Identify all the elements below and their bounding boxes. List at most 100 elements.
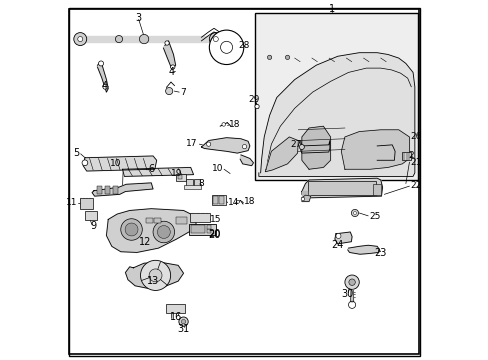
Text: 15: 15	[210, 215, 221, 224]
Circle shape	[285, 55, 289, 59]
Circle shape	[115, 36, 122, 42]
Circle shape	[209, 30, 244, 64]
Polygon shape	[83, 156, 156, 171]
Circle shape	[222, 123, 225, 126]
Text: 10: 10	[212, 164, 223, 173]
Bar	[206, 225, 211, 229]
Circle shape	[82, 160, 88, 166]
Bar	[308, 181, 376, 195]
Circle shape	[301, 197, 304, 201]
Text: 9: 9	[90, 221, 96, 231]
Bar	[85, 211, 97, 220]
Text: 21: 21	[409, 158, 421, 167]
Polygon shape	[78, 36, 217, 42]
Circle shape	[164, 41, 169, 45]
Circle shape	[267, 55, 271, 59]
Bar	[188, 224, 215, 234]
Polygon shape	[265, 137, 298, 172]
Bar	[190, 225, 204, 233]
Polygon shape	[300, 140, 329, 153]
Bar	[183, 185, 201, 189]
Circle shape	[181, 319, 185, 324]
Circle shape	[353, 212, 356, 215]
Circle shape	[220, 41, 232, 53]
Bar	[186, 179, 192, 186]
Text: 4: 4	[101, 81, 107, 91]
Text: 5: 5	[73, 148, 80, 158]
Circle shape	[165, 87, 172, 95]
Circle shape	[102, 84, 108, 89]
Text: 29: 29	[248, 95, 260, 104]
Bar	[145, 218, 153, 223]
Text: 28: 28	[238, 41, 250, 50]
Text: 7: 7	[180, 87, 185, 96]
Text: 25: 25	[368, 212, 380, 221]
Circle shape	[242, 144, 246, 149]
Circle shape	[99, 61, 103, 66]
Text: 12: 12	[138, 237, 151, 247]
Circle shape	[236, 201, 239, 203]
Circle shape	[213, 37, 218, 41]
Bar	[104, 186, 109, 194]
Text: 20: 20	[207, 230, 220, 239]
Text: 31: 31	[177, 324, 189, 334]
Bar	[176, 174, 185, 181]
Text: 18: 18	[228, 120, 240, 129]
Text: 24: 24	[331, 239, 343, 249]
Bar	[112, 186, 117, 194]
Bar	[255, 13, 418, 180]
Circle shape	[140, 260, 170, 291]
Polygon shape	[301, 178, 382, 198]
Text: 3: 3	[135, 13, 142, 23]
Text: 14: 14	[228, 198, 239, 207]
Text: 2: 2	[407, 151, 413, 160]
Bar	[80, 198, 93, 209]
Circle shape	[153, 221, 174, 243]
Bar	[206, 229, 211, 233]
Polygon shape	[122, 167, 193, 176]
Polygon shape	[376, 145, 394, 160]
Bar	[219, 197, 224, 204]
Bar	[190, 213, 209, 222]
Text: 22: 22	[409, 181, 421, 190]
Polygon shape	[347, 245, 378, 254]
Text: 4: 4	[168, 67, 174, 77]
Circle shape	[254, 104, 259, 109]
Polygon shape	[350, 289, 353, 302]
Circle shape	[157, 226, 170, 238]
Text: 11: 11	[65, 198, 77, 207]
Bar	[211, 195, 225, 205]
Text: 13: 13	[146, 276, 159, 286]
Bar	[97, 186, 102, 194]
Polygon shape	[97, 62, 108, 92]
Polygon shape	[201, 138, 249, 153]
Bar	[153, 218, 161, 223]
Circle shape	[351, 210, 358, 217]
Circle shape	[74, 33, 86, 45]
Bar	[178, 175, 182, 179]
Bar	[212, 197, 218, 204]
Polygon shape	[106, 209, 196, 252]
Text: 20: 20	[207, 229, 220, 239]
Polygon shape	[92, 183, 153, 196]
Bar	[372, 184, 380, 195]
Polygon shape	[301, 126, 330, 169]
Circle shape	[335, 233, 340, 238]
Circle shape	[78, 37, 82, 41]
Circle shape	[139, 35, 148, 44]
Circle shape	[121, 219, 142, 240]
Polygon shape	[258, 53, 414, 176]
Polygon shape	[240, 155, 253, 166]
Text: 6: 6	[148, 163, 154, 174]
Circle shape	[209, 33, 222, 45]
Polygon shape	[125, 262, 183, 288]
Bar	[165, 304, 185, 313]
Text: 1: 1	[328, 4, 335, 14]
Text: 8: 8	[198, 179, 204, 188]
Circle shape	[179, 317, 188, 326]
Text: 30: 30	[340, 289, 352, 299]
Text: 19: 19	[171, 169, 183, 178]
Text: 27: 27	[290, 140, 301, 149]
Circle shape	[299, 144, 304, 149]
Circle shape	[206, 142, 210, 146]
